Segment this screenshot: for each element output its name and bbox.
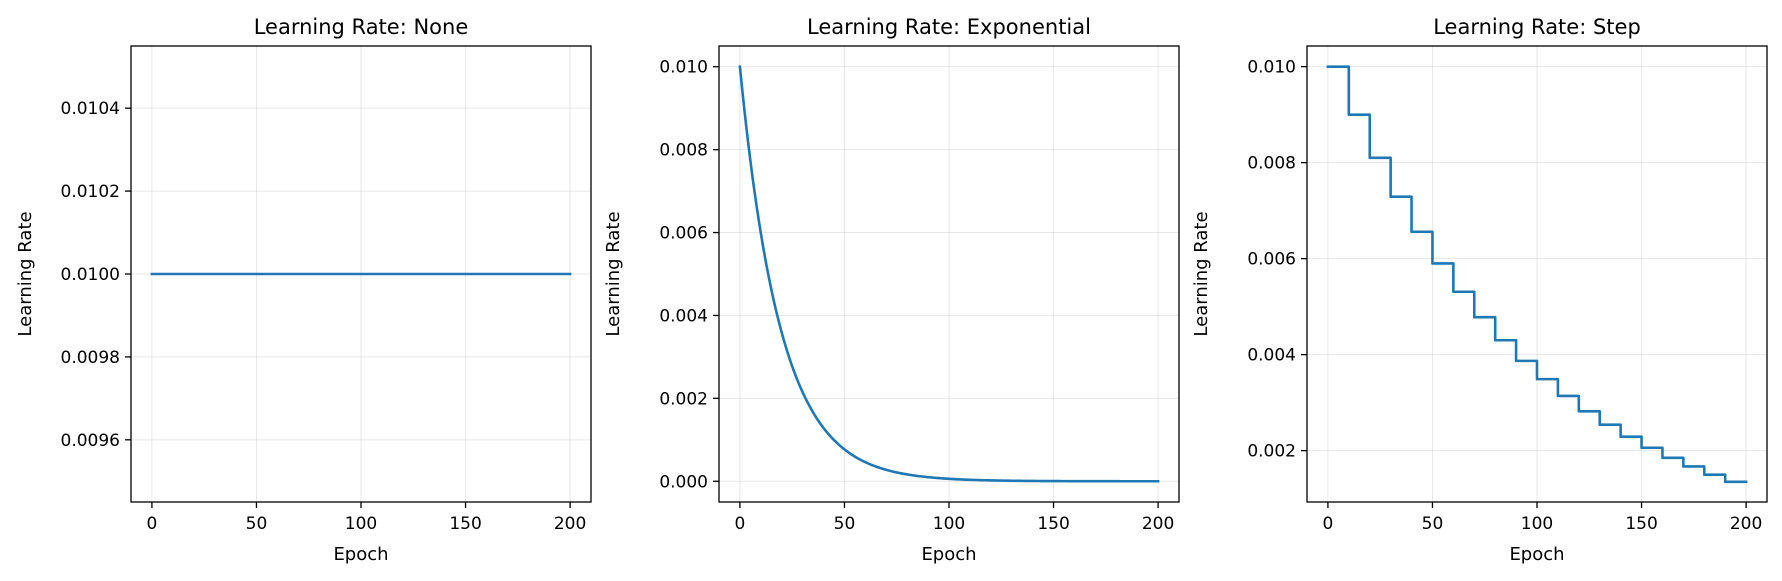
x-tick-label: 200: [554, 514, 586, 534]
y-tick-label: 0.002: [1247, 442, 1296, 462]
y-tick-label: 0.0100: [61, 265, 120, 285]
x-tick-label: 100: [933, 514, 965, 534]
y-tick-label: 0.006: [1247, 250, 1296, 270]
y-tick-label: 0.000: [659, 472, 708, 492]
y-tick-label: 0.0096: [61, 431, 120, 451]
y-tick-label: 0.0102: [61, 182, 120, 202]
y-tick-label: 0.008: [659, 141, 708, 161]
y-tick-label: 0.0098: [61, 348, 120, 368]
x-tick-label: 150: [1037, 514, 1069, 534]
x-tick-label: 150: [1625, 514, 1657, 534]
x-tick-label: 200: [1142, 514, 1174, 534]
y-tick-label: 0.004: [1247, 346, 1296, 366]
series-line: [1326, 65, 1748, 484]
y-tick-label: 0.004: [659, 306, 708, 326]
series-line: [738, 65, 1160, 483]
y-axis-label: Learning Rate: [603, 211, 624, 336]
y-tick-label: 0.002: [659, 389, 708, 409]
x-axis-label: Epoch: [1509, 544, 1564, 565]
chart-panel-3: 0 50 100 150 200 0.002 0.004 0.006 0.008 0.010 Lea…: [1191, 15, 1768, 565]
chart-panel-1: 0 50 100 150 200 0.0096 0.0098 0.0100 0.0102 0.01…: [15, 15, 592, 565]
x-tick-label: 0: [1322, 514, 1333, 534]
x-tick-label: 200: [1730, 514, 1762, 534]
x-tick-label: 0: [734, 514, 745, 534]
y-tick-label: 0.010: [1247, 58, 1296, 78]
x-tick-label: 100: [345, 514, 377, 534]
x-tick-label: 0: [146, 514, 157, 534]
y-tick-label: 0.006: [659, 224, 708, 244]
x-axis-label: Epoch: [921, 544, 976, 565]
x-tick-label: 50: [246, 514, 268, 534]
x-tick-label: 50: [834, 514, 856, 534]
x-axis-label: Epoch: [333, 544, 388, 565]
chart-panel-2: 0 50 100 150 200 0.000 0.002 0.004 0.006 0.008 0.0…: [603, 15, 1180, 565]
y-axis-label: Learning Rate: [1191, 211, 1212, 336]
chart-title: Learning Rate: None: [254, 15, 469, 39]
chart-title: Learning Rate: Step: [1433, 15, 1641, 39]
chart-title: Learning Rate: Exponential: [807, 15, 1091, 39]
y-tick-label: 0.0104: [61, 99, 120, 119]
y-axis-label: Learning Rate: [15, 211, 36, 336]
y-tick-label: 0.010: [659, 58, 708, 78]
x-tick-label: 150: [449, 514, 481, 534]
x-tick-label: 100: [1521, 514, 1553, 534]
x-tick-label: 50: [1422, 514, 1444, 534]
y-tick-label: 0.008: [1247, 154, 1296, 174]
